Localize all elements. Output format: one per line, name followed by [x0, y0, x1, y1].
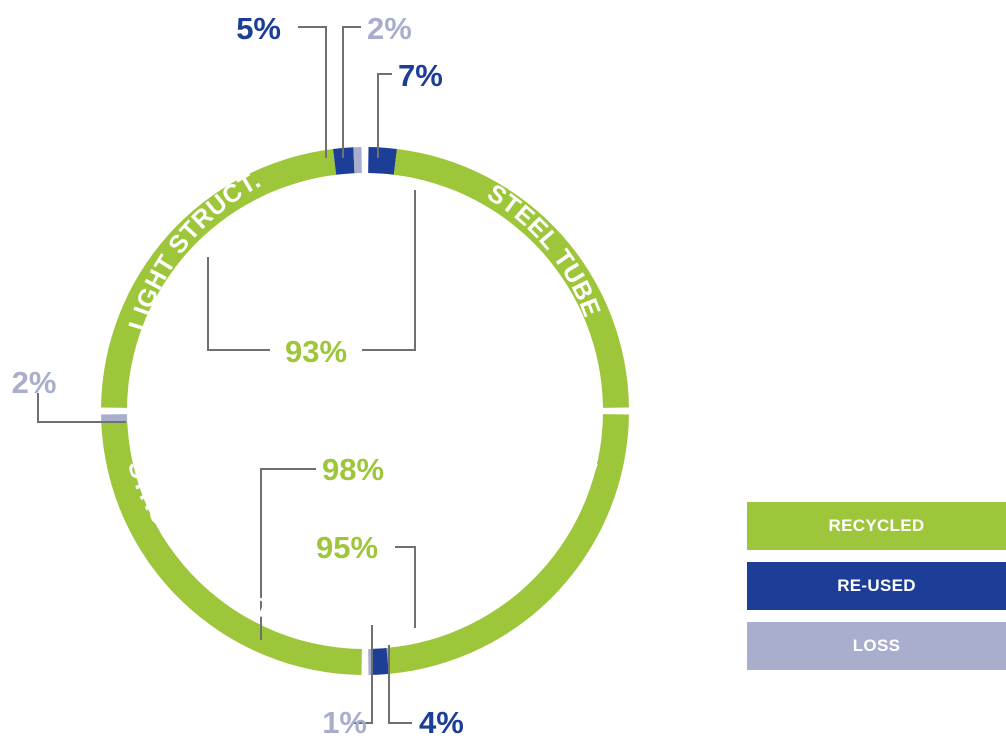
leader-line	[342, 26, 361, 158]
legend-item-reused: RE-USED	[747, 562, 1006, 610]
data-label-steel-tube-reused: 7%	[398, 58, 443, 93]
data-label-stainless-steel-reused: 4%	[419, 705, 464, 740]
ring-segments	[101, 147, 629, 675]
leader-line	[377, 73, 392, 158]
ring-segment-light-struct-loss	[353, 147, 362, 174]
data-label-light-struct-loss: 2%	[367, 11, 412, 46]
leader-line	[298, 26, 327, 158]
ring-segment-stainless-steel-recycled	[386, 414, 629, 674]
ring-segment-steel-tube-reused	[368, 147, 397, 175]
data-label-stainless-steel-loss: 1%	[322, 705, 367, 740]
leader-line	[207, 257, 270, 351]
data-label-structural-steel-recycled: 98%	[322, 452, 384, 487]
leader-line	[362, 190, 416, 351]
ring-segment-steel-tube-recycled	[393, 148, 629, 408]
data-label-stainless-steel-recycled: 95%	[316, 530, 378, 565]
legend-item-loss: LOSS	[747, 622, 1006, 670]
data-label-structural-steel-loss: 2%	[12, 365, 57, 400]
data-label-light-struct-reused: 5%	[236, 11, 281, 46]
ring-segment-light-struct-reused	[333, 147, 355, 175]
data-label-top-recycled: 93%	[285, 334, 347, 369]
segment-label-steel-tube: STEEL TUBE	[482, 179, 605, 321]
leader-line	[353, 625, 373, 724]
ring-segment-light-struct-recycled	[101, 148, 337, 408]
segment-label-light-struct: LIGHT STRUCT.	[123, 166, 265, 334]
leader-line	[395, 546, 416, 628]
leader-line	[388, 645, 412, 724]
leader-lines	[37, 26, 416, 724]
legend-item-recycled: RECYCLED	[747, 502, 1006, 550]
leader-line	[37, 393, 126, 423]
ring-segment-structural-steel-recycled	[101, 421, 362, 675]
ring-segment-stainless-steel-reused	[371, 648, 389, 675]
leader-line	[260, 468, 316, 640]
ring-segment-structural-steel-loss	[101, 414, 128, 423]
